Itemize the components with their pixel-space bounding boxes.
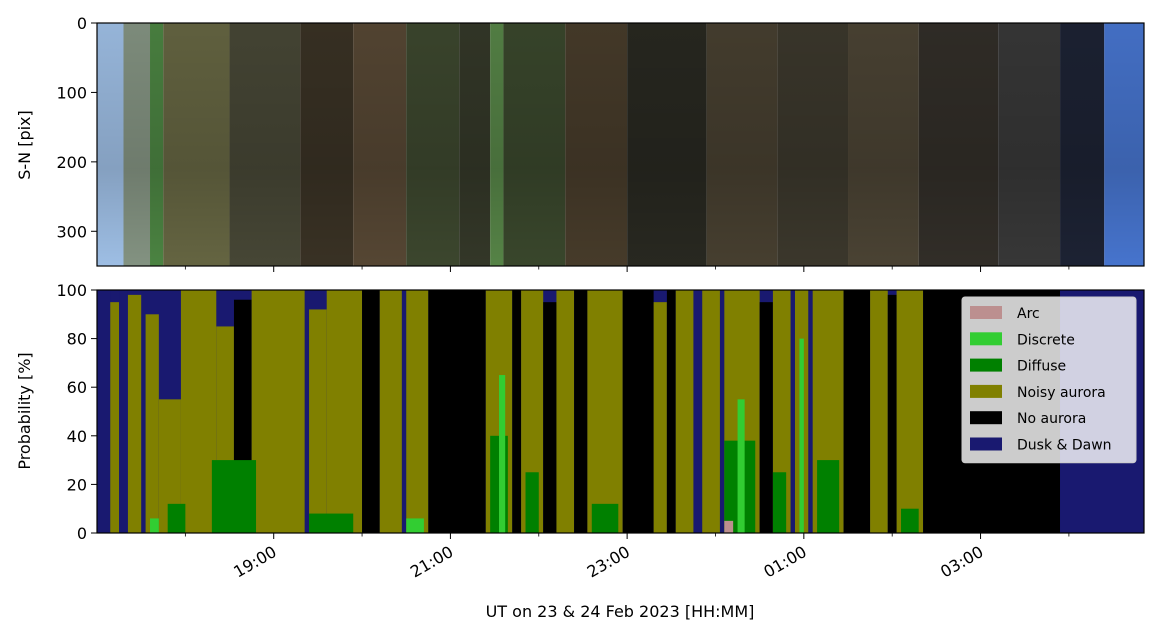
probability-area-noisy-aurora xyxy=(110,302,120,533)
legend-swatch xyxy=(970,437,1002,451)
probability-area-dusk-dawn xyxy=(97,290,111,533)
keogram-y-axis: 0 100 200 300 xyxy=(56,14,97,241)
probability-area-noisy-aurora xyxy=(379,290,402,533)
probability-area-diffuse xyxy=(167,503,186,533)
probability-area-discrete xyxy=(150,518,159,533)
legend-swatch xyxy=(970,332,1002,346)
legend-label: Arc xyxy=(1017,306,1040,322)
probability-y-tick-label: 20 xyxy=(67,475,87,494)
probability-area-noisy-aurora xyxy=(587,290,623,533)
probability-y-tick-label: 60 xyxy=(67,378,87,397)
legend-label: Dusk & Dawn xyxy=(1017,438,1112,454)
probability-area-diffuse xyxy=(817,460,840,533)
probability-area-no-aurora xyxy=(843,290,871,533)
legend-label: No aurora xyxy=(1017,411,1086,427)
keogram-shading xyxy=(97,23,1144,266)
probability-y-tick-label: 40 xyxy=(67,427,87,446)
probability-area-noisy-aurora xyxy=(180,290,217,533)
probability-area-diffuse xyxy=(901,508,919,533)
keogram-x-ticks xyxy=(184,266,1070,272)
probability-area-arc xyxy=(724,520,734,533)
keogram-frame xyxy=(96,22,1145,267)
legend-swatch xyxy=(970,411,1002,425)
keogram-y-axis-title: S-N [pix] xyxy=(15,110,34,180)
probability-area-no-aurora xyxy=(574,290,588,533)
legend-label: Diffuse xyxy=(1017,359,1066,375)
probability-area-discrete xyxy=(799,338,804,533)
keogram-panel: 0 100 200 300 S-N [pix] xyxy=(15,14,1145,272)
probability-area-noisy-aurora xyxy=(896,290,924,533)
probability-y-axis: 0 20 40 60 80 100 xyxy=(56,281,97,543)
probability-frame xyxy=(96,289,1145,534)
probability-area-no-aurora xyxy=(887,294,897,533)
keogram-y-tick-label: 0 xyxy=(77,14,87,33)
probability-area-noisy-aurora xyxy=(702,290,720,533)
probability-area-noisy-aurora xyxy=(145,314,159,533)
probability-area-noisy-aurora xyxy=(870,290,888,533)
legend-label: Noisy aurora xyxy=(1017,385,1106,401)
probability-area-no-aurora xyxy=(362,290,380,533)
probability-area-noisy-aurora xyxy=(653,302,667,533)
probability-area-noisy-aurora xyxy=(556,290,575,533)
probability-panel: 0 20 40 60 80 100 19:00 21:00 23:00 01:00 03:00 P… xyxy=(15,281,1145,621)
legend-label: Discrete xyxy=(1017,332,1075,348)
keogram-y-tick-label: 200 xyxy=(56,153,87,172)
probability-area-noisy-aurora xyxy=(406,290,429,533)
probability-area-diffuse xyxy=(772,472,787,533)
probability-area-noisy-aurora xyxy=(326,290,363,533)
probability-area-no-aurora xyxy=(428,290,486,533)
probability-area-no-aurora xyxy=(543,302,557,533)
probability-area-dusk-dawn xyxy=(119,290,128,533)
probability-area-noisy-aurora xyxy=(309,309,327,533)
probability-x-axis: 19:00 21:00 23:00 01:00 03:00 xyxy=(184,533,1070,582)
legend-swatch xyxy=(970,306,1002,319)
x-axis-title: UT on 23 & 24 Feb 2023 [HH:MM] xyxy=(486,602,755,621)
probability-area-diffuse xyxy=(525,472,539,533)
keogram-y-tick-label: 100 xyxy=(56,83,87,102)
probability-area-noisy-aurora xyxy=(251,290,305,533)
legend-swatch xyxy=(970,384,1002,398)
keogram-y-tick-label: 300 xyxy=(56,222,87,241)
probability-area-noisy-aurora xyxy=(675,290,694,533)
probability-x-tick-label: 19:00 xyxy=(230,542,279,582)
probability-x-tick-label: 21:00 xyxy=(407,542,456,582)
probability-area-diffuse xyxy=(591,503,619,533)
probability-area-no-aurora xyxy=(512,290,522,533)
probability-area-diffuse xyxy=(309,513,354,533)
probability-y-tick-label: 0 xyxy=(77,524,87,543)
probability-area-noisy-aurora xyxy=(158,399,181,533)
probability-area-no-aurora xyxy=(666,290,676,533)
probability-area-diffuse xyxy=(211,460,257,533)
probability-area-discrete xyxy=(737,399,745,533)
probability-area-discrete xyxy=(406,518,424,533)
probability-x-tick-label: 23:00 xyxy=(584,542,633,582)
probability-area-no-aurora xyxy=(622,290,654,533)
probability-area-discrete xyxy=(499,375,506,533)
probability-x-tick-label: 01:00 xyxy=(760,542,809,582)
probability-y-axis-title: Probability [%] xyxy=(15,352,34,469)
legend: Arc Discrete Diffuse Noisy aurora No aurora D… xyxy=(961,296,1137,464)
legend-swatch xyxy=(970,358,1002,372)
probability-area-noisy-aurora xyxy=(127,294,142,533)
probability-y-tick-label: 100 xyxy=(56,281,87,300)
probability-y-tick-label: 80 xyxy=(67,330,87,349)
probability-area-no-aurora xyxy=(759,302,773,533)
probability-x-tick-label: 03:00 xyxy=(937,542,986,582)
legend-box xyxy=(961,296,1137,464)
